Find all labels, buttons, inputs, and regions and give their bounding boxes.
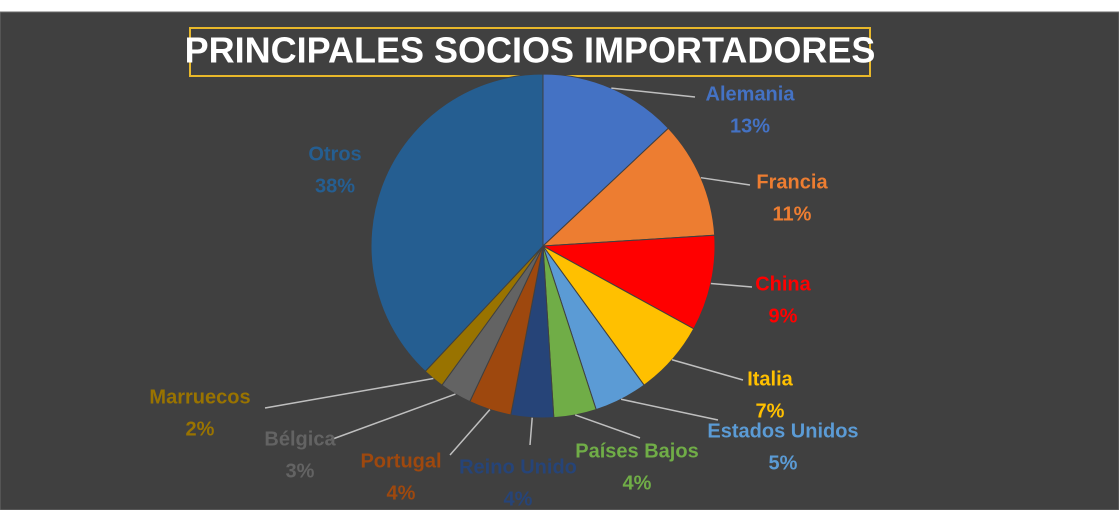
- slice-value-label: 11%: [773, 203, 812, 225]
- slice-value-label: 2%: [186, 418, 215, 440]
- chart-title: PRINCIPALES SOCIOS IMPORTADORES: [185, 30, 876, 71]
- pie-slice: [542, 73, 670, 248]
- leader-line: [671, 359, 744, 381]
- leader-line: [529, 417, 533, 446]
- slice-label: Portugal: [360, 450, 441, 472]
- slice-value-label: 3%: [286, 460, 315, 482]
- slice-value-label: 4%: [623, 472, 652, 494]
- slice-value-label: 4%: [387, 482, 416, 504]
- leader-line: [574, 414, 641, 439]
- slice-value-label: 5%: [769, 452, 798, 474]
- slice-label: China: [755, 273, 811, 295]
- leader-line: [449, 409, 491, 456]
- leader-line: [620, 398, 719, 421]
- leader-line: [710, 282, 753, 288]
- leader-line: [700, 176, 751, 186]
- slice-value-label: 9%: [769, 305, 798, 327]
- pie-slice: [541, 234, 716, 330]
- slice-label: Italia: [747, 368, 793, 390]
- slice-value-label: 4%: [504, 488, 533, 510]
- slice-label: Estados Unidos: [707, 420, 858, 442]
- leader-line: [264, 377, 434, 409]
- slice-label: Bélgica: [264, 428, 336, 450]
- slice-value-label: 13%: [730, 115, 770, 137]
- leader-line: [329, 393, 456, 441]
- slice-label: Marruecos: [149, 386, 250, 408]
- pie-slice: [541, 127, 716, 247]
- slice-value-label: 7%: [756, 400, 785, 422]
- slice-label: Otros: [308, 143, 361, 165]
- slice-label: Alemania: [706, 83, 796, 105]
- slice-label: Reino Unido: [459, 456, 577, 478]
- slice-value-label: 38%: [315, 175, 355, 197]
- slice-label: Francia: [756, 171, 828, 193]
- slice-label: Países Bajos: [575, 440, 698, 462]
- pie-slice: [370, 73, 544, 373]
- leader-line: [611, 87, 696, 98]
